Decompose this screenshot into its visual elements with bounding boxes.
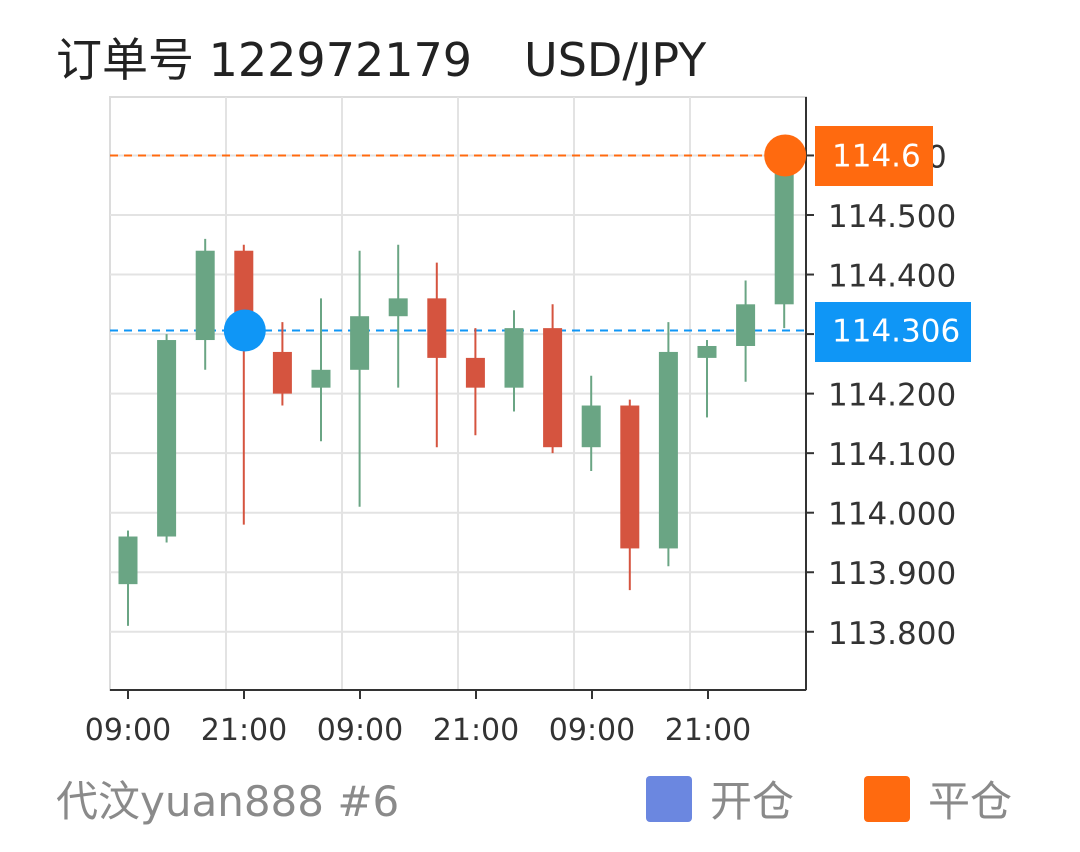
candle-body — [427, 298, 447, 358]
candle-body — [272, 351, 292, 394]
chart-title: 订单号 122972179 USD/JPY — [56, 24, 706, 90]
x-tick-label: 09:00 — [85, 713, 171, 748]
candle-body — [350, 316, 370, 370]
y-tick-label: 114.100 — [828, 437, 956, 473]
y-tick-label: 113.900 — [828, 556, 956, 592]
x-tick-label: 21:00 — [665, 713, 751, 748]
x-tick-label: 21:00 — [201, 713, 287, 748]
open-price-tag — [815, 302, 971, 362]
candle-body — [543, 328, 563, 448]
user-label: 代汶yuan888 #6 — [56, 777, 400, 826]
candle-body — [736, 304, 756, 346]
order-number: 订单号 122972179 — [56, 33, 473, 87]
legend-open-swatch — [646, 775, 692, 822]
legend-close-swatch — [864, 775, 910, 822]
legend-open-label: 开仓 — [710, 777, 795, 826]
x-tick-label: 21:00 — [433, 713, 519, 748]
candle-body — [157, 340, 177, 537]
candle-body — [388, 298, 408, 317]
currency-pair: USD/JPY — [524, 33, 707, 87]
candle-body — [195, 250, 215, 341]
y-tick-label: 114.400 — [828, 259, 956, 295]
candle-body — [311, 369, 331, 388]
candle-body — [774, 143, 794, 305]
x-tick-label: 09:00 — [317, 713, 403, 748]
legend-close-label: 平仓 — [928, 777, 1013, 826]
y-tick-label: 114.200 — [828, 378, 956, 414]
legend-open: 开仓 — [646, 768, 794, 829]
close-marker — [764, 134, 807, 177]
y-tick-label: 114.000 — [828, 497, 956, 533]
legend-close: 平仓 — [864, 768, 1012, 829]
x-tick-label: 09:00 — [549, 713, 635, 748]
candle-body — [504, 328, 524, 388]
candle-body — [620, 405, 640, 549]
y-tick-label: 113.800 — [828, 616, 956, 652]
open-marker — [223, 309, 266, 352]
candle-body — [697, 345, 717, 358]
open-price-tag-label: 114.306 — [832, 314, 960, 350]
y-tick-label: 114.500 — [828, 199, 956, 235]
close-price-tag — [815, 126, 933, 186]
close-price-tag-label: 114.6 — [832, 138, 921, 174]
candle-body — [658, 351, 678, 549]
candle-body — [465, 357, 485, 388]
candle-body — [581, 405, 601, 448]
candle-body — [118, 536, 138, 585]
